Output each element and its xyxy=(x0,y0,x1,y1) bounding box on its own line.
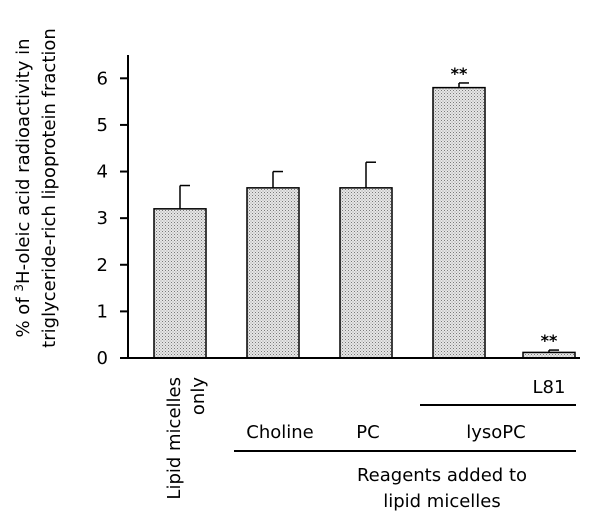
significance-label: ** xyxy=(451,64,468,83)
x-label-l81: L81 xyxy=(533,377,566,398)
y-tick-label: 4 xyxy=(97,162,108,183)
bar xyxy=(246,187,300,359)
y-tick-label: 1 xyxy=(97,301,108,322)
y-axis-label-line2: triglyceride-rich lipoprotein fraction xyxy=(39,28,60,348)
y-tick-label: 6 xyxy=(97,68,108,89)
y-axis-label-line1: % of 3H-oleic acid radioactivity in xyxy=(12,38,34,337)
y-tick-label: 0 xyxy=(97,348,108,369)
y-tick-label: 3 xyxy=(97,208,108,229)
x-label-reagents-line2: lipid micelles xyxy=(383,491,501,512)
x-label-lipid-micelles-line2: only xyxy=(188,377,209,415)
bar xyxy=(432,86,486,359)
bar xyxy=(339,187,393,359)
x-label-reagents-line1: Reagents added to xyxy=(357,465,527,486)
y-tick-label: 2 xyxy=(97,255,108,276)
y-tick-label: 5 xyxy=(97,115,108,136)
x-label-choline: Choline xyxy=(246,422,313,443)
x-label-lysopc: lysoPC xyxy=(466,422,525,443)
x-label-pc: PC xyxy=(356,422,379,443)
x-label-lipid-micelles-line1: Lipid micelles xyxy=(164,377,185,500)
bar xyxy=(153,208,207,359)
significance-label: ** xyxy=(541,331,558,350)
